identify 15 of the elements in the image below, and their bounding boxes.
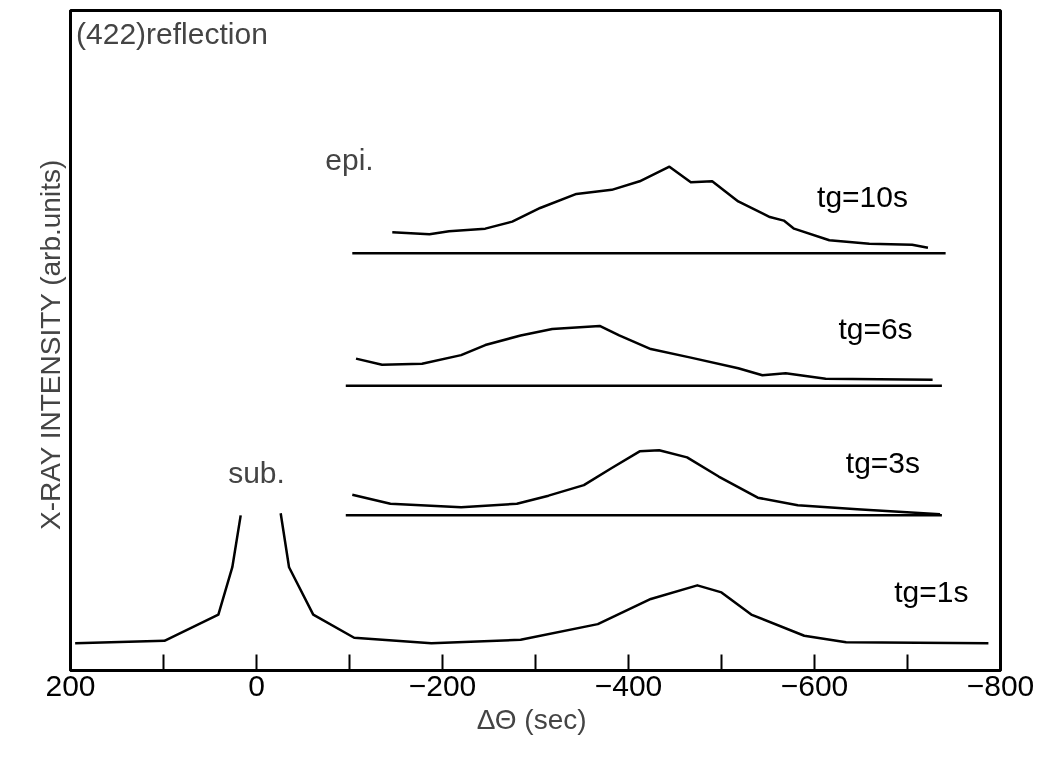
x-axis-title: ΔΘ (sec) <box>476 703 587 735</box>
series-label: tg=3s <box>845 446 921 480</box>
y-axis-title: X-RAY INTENSITY (arb.units) <box>34 159 66 531</box>
annotation: epi. <box>325 142 374 176</box>
annotation: sub. <box>228 456 285 489</box>
x-tick-label: −600 <box>780 668 849 702</box>
series-label: tg=1s <box>894 575 969 609</box>
x-tick-label: −800 <box>966 668 1035 702</box>
series-label: tg=10s <box>817 179 908 213</box>
x-tick-label: 200 <box>45 668 96 702</box>
x-tick-label: −200 <box>408 668 477 702</box>
x-tick-label: 0 <box>248 668 265 702</box>
x-tick-label: −400 <box>594 668 663 702</box>
text: (422)reflection <box>76 17 268 51</box>
series-label: tg=6s <box>838 311 913 345</box>
